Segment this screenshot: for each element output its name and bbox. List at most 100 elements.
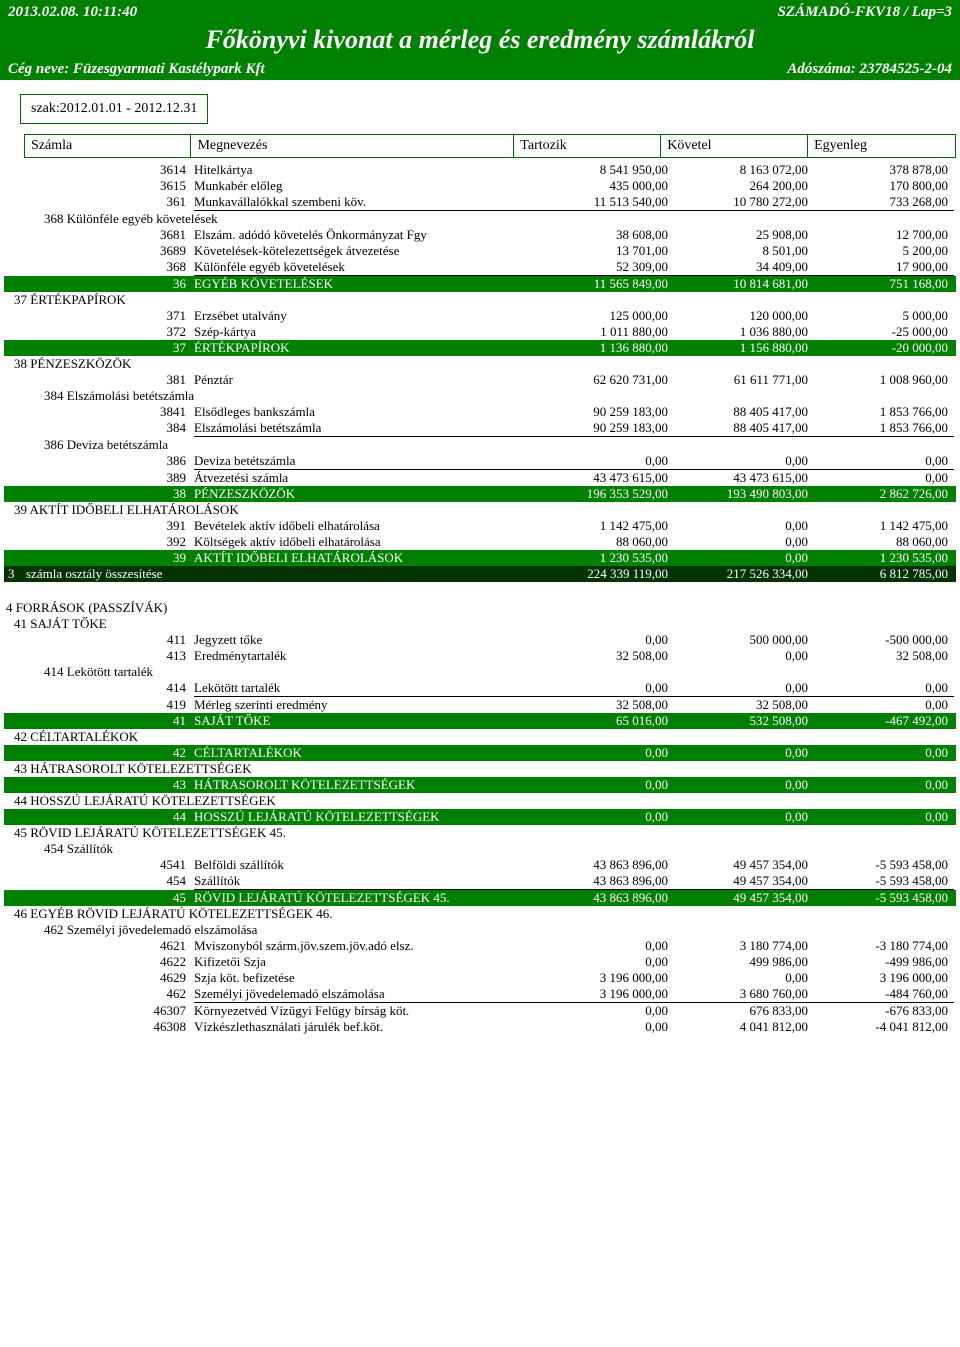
account-name: Hitelkártya <box>194 162 534 178</box>
credit-value: 0,00 <box>674 453 814 470</box>
balance-value: 32 508,00 <box>814 648 954 664</box>
credit-value: 4 041 812,00 <box>674 1019 814 1035</box>
balance-value: -676 833,00 <box>814 1003 954 1019</box>
table-row: 41SAJÁT TŐKE65 016,00532 508,00-467 492,… <box>4 713 956 729</box>
account-code: 368 <box>4 259 194 275</box>
table-row: 411Jegyzett tőke0,00500 000,00-500 000,0… <box>4 632 956 648</box>
table-header: Számla Megnevezés Tartozik Követel Egyen… <box>24 134 956 158</box>
debit-value: 90 259 183,00 <box>534 404 674 420</box>
account-code: 386 <box>4 453 194 469</box>
balance-value: -5 593 458,00 <box>814 857 954 873</box>
account-name: Környezetvéd Vízügyi Felügy bírság köt. <box>194 1003 534 1019</box>
balance-value: 0,00 <box>814 745 954 761</box>
credit-value: 8 501,00 <box>674 243 814 259</box>
credit-value: 0,00 <box>674 534 814 550</box>
balance-value: 3 196 000,00 <box>814 970 954 986</box>
table-row: 368Különféle egyéb követelések52 309,003… <box>4 259 956 276</box>
account-code: 43 <box>4 777 194 793</box>
section-label: 38 PÉNZESZKÖZÖK <box>4 356 956 372</box>
account-name: Szállítók <box>194 873 534 890</box>
account-code: 3614 <box>4 162 194 178</box>
debit-value: 224 339 119,00 <box>534 566 674 582</box>
table-body: 3614Hitelkártya8 541 950,008 163 072,003… <box>4 162 956 1035</box>
credit-value: 43 473 615,00 <box>674 470 814 486</box>
credit-value: 61 611 771,00 <box>674 372 814 388</box>
account-code: 46308 <box>4 1019 194 1035</box>
credit-value: 88 405 417,00 <box>674 420 814 437</box>
account-code: 42 <box>4 745 194 761</box>
table-row: 37ÉRTÉKPAPÍROK1 136 880,001 156 880,00-2… <box>4 340 956 356</box>
credit-value: 49 457 354,00 <box>674 890 814 906</box>
account-code: 414 <box>4 680 194 696</box>
credit-value: 500 000,00 <box>674 632 814 648</box>
account-name: Pénztár <box>194 372 534 388</box>
account-name: Vízkészlethasználati járulék bef.köt. <box>194 1019 534 1035</box>
debit-value: 0,00 <box>534 1003 674 1019</box>
balance-value: 0,00 <box>814 697 954 713</box>
credit-value: 120 000,00 <box>674 308 814 324</box>
section-label: 39 AKTÍT IDŐBELI ELHATÁROLÁSOK <box>4 502 956 518</box>
debit-value: 65 016,00 <box>534 713 674 729</box>
credit-value: 34 409,00 <box>674 259 814 276</box>
group-label: 386 Deviza betétszámla <box>4 437 956 453</box>
account-code: 4622 <box>4 954 194 970</box>
tax-number: Adószáma: 23784525-2-04 <box>787 61 952 78</box>
credit-value: 10 814 681,00 <box>674 276 814 292</box>
credit-value: 0,00 <box>674 550 814 566</box>
account-name: AKTÍT IDŐBELI ELHATÁROLÁSOK <box>194 550 534 566</box>
account-code: 384 <box>4 420 194 436</box>
account-code: 37 <box>4 340 194 356</box>
account-name: Elszám. adódó követelés Önkormányzat Fgy <box>194 227 534 243</box>
debit-value: 11 565 849,00 <box>534 276 674 292</box>
doc-id: SZÁMADÓ-FKV18 / Lap=3 <box>778 4 952 21</box>
balance-value: 0,00 <box>814 680 954 697</box>
section-label: 37 ÉRTÉKPAPÍROK <box>4 292 956 308</box>
account-code: 3841 <box>4 404 194 420</box>
credit-value: 193 490 803,00 <box>674 486 814 502</box>
account-name: Szja köt. befizetése <box>194 970 534 986</box>
balance-value: 88 060,00 <box>814 534 954 550</box>
table-row: 3689Követelések-kötelezettségek átvezeté… <box>4 243 956 259</box>
debit-value: 0,00 <box>534 680 674 697</box>
account-code: 392 <box>4 534 194 550</box>
credit-value: 49 457 354,00 <box>674 857 814 873</box>
table-row: 3615Munkabér előleg435 000,00264 200,001… <box>4 178 956 194</box>
account-code: 361 <box>4 194 194 210</box>
group-label: 454 Szállítók <box>4 841 956 857</box>
balance-value: -25 000,00 <box>814 324 954 340</box>
debit-value: 88 060,00 <box>534 534 674 550</box>
account-name: Elszámolási betétszámla <box>194 420 534 437</box>
balance-value: -5 593 458,00 <box>814 873 954 890</box>
table-row: 46307Környezetvéd Vízügyi Felügy bírság … <box>4 1003 956 1019</box>
credit-value: 532 508,00 <box>674 713 814 729</box>
credit-value: 32 508,00 <box>674 697 814 713</box>
credit-value: 25 908,00 <box>674 227 814 243</box>
top-label: 4 FORRÁSOK (PASSZÍVÁK) <box>4 600 956 616</box>
account-name: PÉNZESZKÖZÖK <box>194 486 534 502</box>
account-code: 411 <box>4 632 194 648</box>
report-header: 2013.02.08. 10:11:40 SZÁMADÓ-FKV18 / Lap… <box>0 0 960 80</box>
group-label: 414 Lekötött tartalék <box>4 664 956 680</box>
debit-value: 1 011 880,00 <box>534 324 674 340</box>
debit-value: 0,00 <box>534 1019 674 1035</box>
credit-value: 3 680 760,00 <box>674 986 814 1003</box>
balance-value: 1 230 535,00 <box>814 550 954 566</box>
balance-value: -500 000,00 <box>814 632 954 648</box>
account-code: 44 <box>4 809 194 825</box>
debit-value: 125 000,00 <box>534 308 674 324</box>
balance-value: 751 168,00 <box>814 276 954 292</box>
account-name: Deviza betétszámla <box>194 453 534 470</box>
col-debit: Tartozik <box>514 135 661 157</box>
account-code: 46307 <box>4 1003 194 1019</box>
debit-value: 0,00 <box>534 777 674 793</box>
debit-value: 0,00 <box>534 954 674 970</box>
col-account: Számla <box>25 135 191 157</box>
group-label: 368 Különféle egyéb követelések <box>4 211 956 227</box>
table-row: 419Mérleg szerinti eredmény32 508,0032 5… <box>4 697 956 713</box>
debit-value: 196 353 529,00 <box>534 486 674 502</box>
balance-value: -4 041 812,00 <box>814 1019 954 1035</box>
account-name: Elsődleges bankszámla <box>194 404 534 420</box>
section-label: 43 HÁTRASOROLT KÖTELEZETTSÉGEK <box>4 761 956 777</box>
debit-value: 8 541 950,00 <box>534 162 674 178</box>
account-code: 391 <box>4 518 194 534</box>
